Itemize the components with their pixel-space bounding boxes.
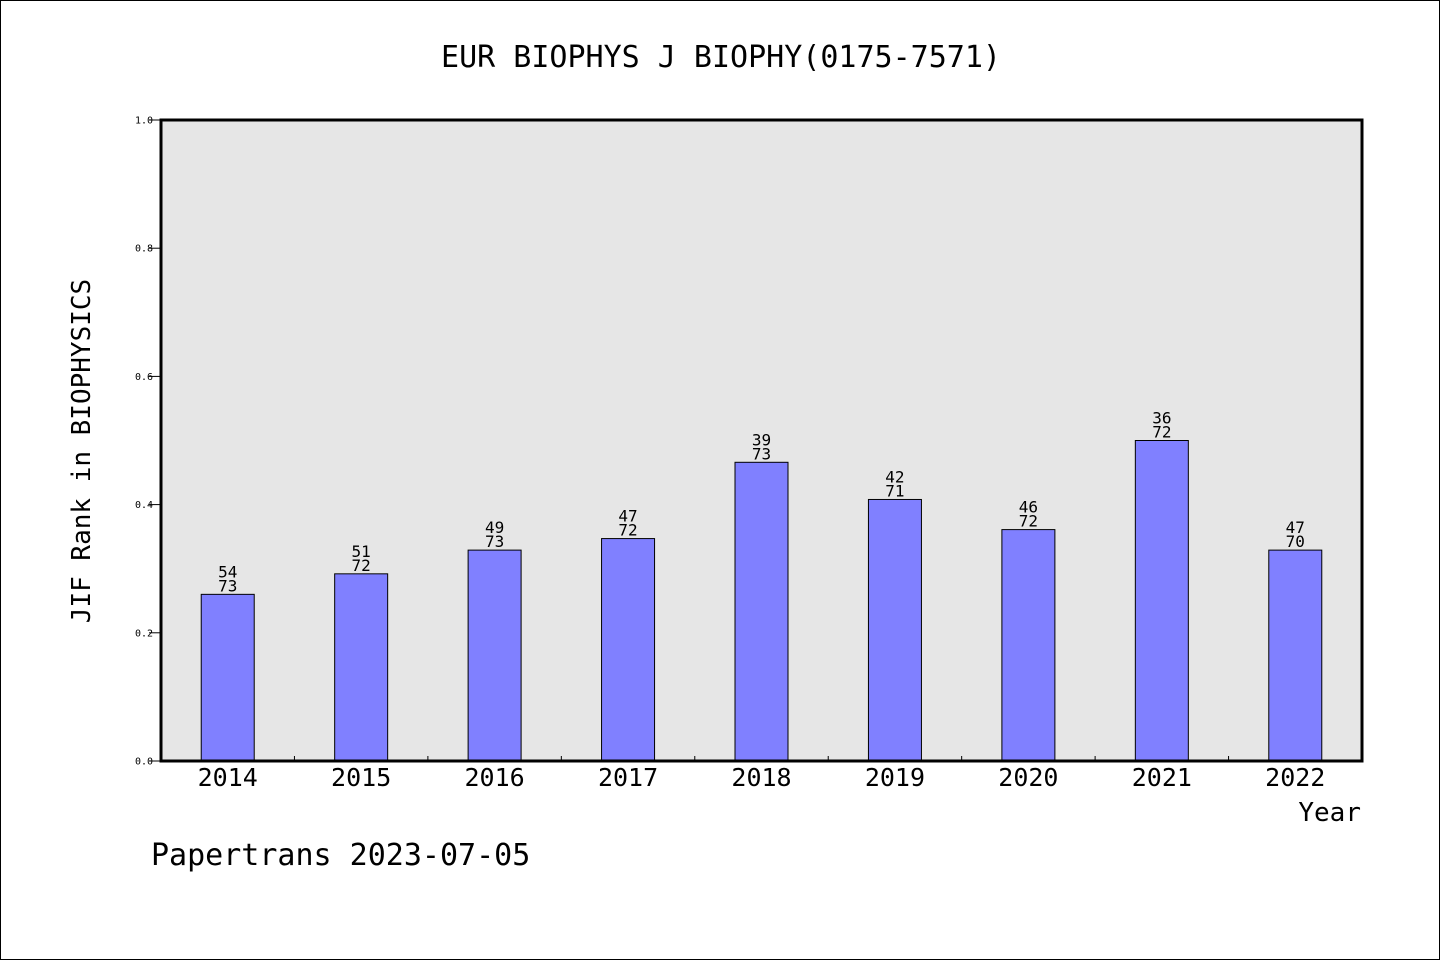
total-label: 72 (1152, 423, 1171, 442)
y-tick-label: 1.0 (135, 116, 153, 127)
bar-2017 (601, 538, 656, 762)
y-tick-label: 0.4 (135, 500, 153, 511)
x-tick-label: 2021 (1132, 763, 1192, 792)
bar-2015 (334, 573, 389, 762)
y-tick-label: 0.6 (135, 372, 153, 383)
x-tick-label: 2022 (1265, 763, 1325, 792)
x-tick-label: 2018 (731, 763, 791, 792)
x-tick-label: 2020 (998, 763, 1058, 792)
rank-label: 47 (618, 507, 637, 526)
total-label: 70 (1286, 532, 1305, 551)
bar-2020 (1001, 529, 1056, 762)
total-label: 73 (218, 576, 237, 595)
rank-label: 36 (1152, 409, 1171, 428)
x-tick-label: 2014 (198, 763, 258, 792)
rank-label: 42 (885, 467, 904, 486)
y-axis-label: JIF Rank in BIOPHYSICS (67, 279, 97, 623)
total-label: 72 (352, 556, 371, 575)
total-label: 71 (885, 481, 904, 500)
bar-2018 (734, 461, 789, 762)
bar-2021 (1134, 440, 1189, 762)
chart-title: EUR BIOPHYS J BIOPHY(0175-7571) (441, 40, 1001, 75)
total-label: 73 (752, 444, 771, 463)
x-axis-label: Year (1298, 798, 1361, 828)
bar-2022 (1268, 549, 1323, 762)
x-tick-label: 2017 (598, 763, 658, 792)
rank-label: 49 (485, 518, 504, 537)
y-tick-label: 0.0 (135, 757, 153, 768)
x-axis: 2014 2015 2016 2017 2018 2019 2020 2021 2022 (198, 756, 1325, 792)
total-label: 72 (618, 521, 637, 540)
x-tick-label: 2019 (865, 763, 925, 792)
plot-border (159, 118, 1364, 763)
total-label: 73 (485, 532, 504, 551)
x-tick-label: 2016 (465, 763, 525, 792)
bar-2014 (200, 593, 255, 762)
bars (200, 440, 1323, 762)
x-tick-label: 2015 (331, 763, 391, 792)
rank-label: 51 (352, 542, 371, 561)
y-axis: 0.0 0.2 0.4 0.6 0.8 1.0 (135, 116, 161, 768)
total-label: 72 (1019, 512, 1038, 531)
rank-label: 46 (1019, 498, 1038, 517)
rank-label: 39 (752, 430, 771, 449)
footer-text: Papertrans 2023-07-05 (151, 838, 530, 873)
rank-label: 54 (218, 562, 237, 581)
rank-label: 47 (1286, 518, 1305, 537)
y-tick-label: 0.8 (135, 244, 153, 255)
bar-2019 (867, 498, 922, 762)
bar-2016 (467, 549, 522, 762)
y-tick-label: 0.2 (135, 628, 153, 639)
